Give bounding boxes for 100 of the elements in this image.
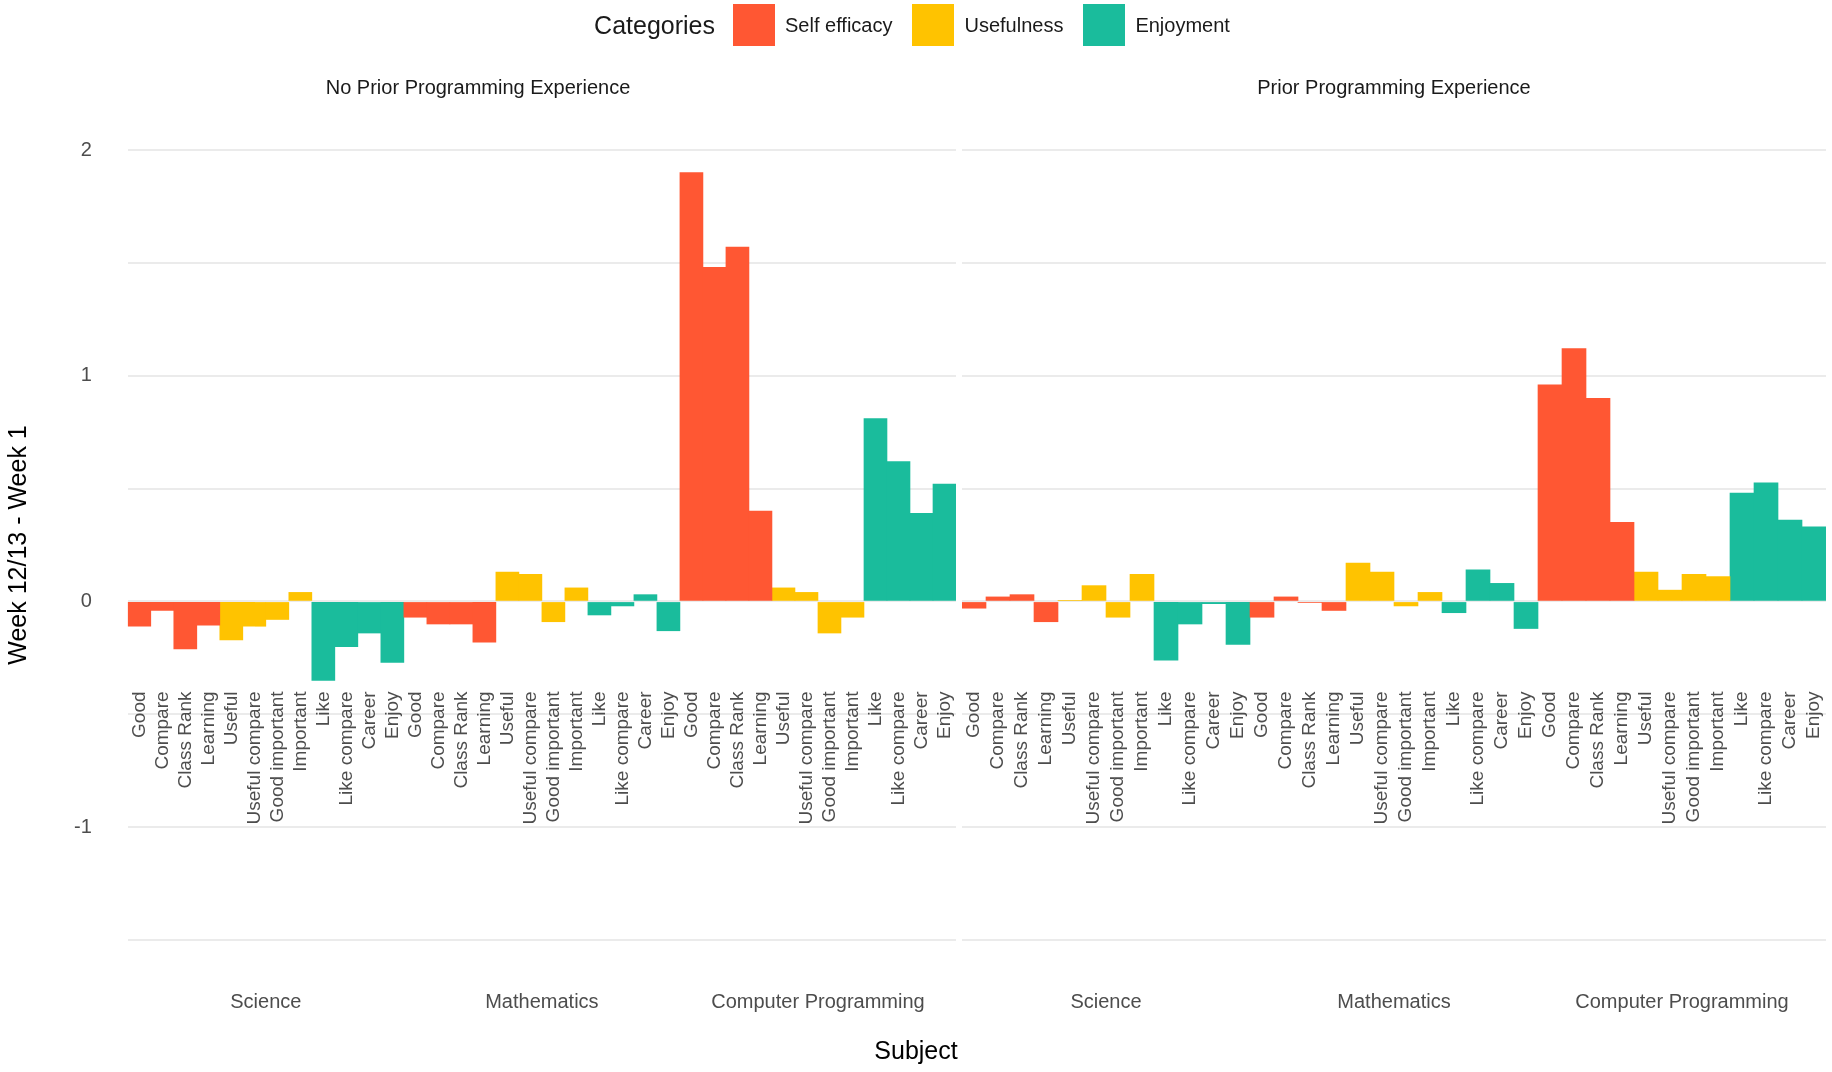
x-tick-label: Learning	[748, 691, 770, 766]
text: Science	[1070, 989, 1142, 1012]
x-tick-label: Learning	[1322, 691, 1344, 766]
x-tick-label: Good	[127, 691, 149, 738]
x-tick-label: Learning	[1034, 691, 1056, 766]
x-tick-label: Class Rank	[1586, 690, 1608, 789]
x-tick-label: Like	[863, 691, 885, 727]
x-tick-label: Important	[1418, 690, 1440, 772]
x-tick-label: Useful	[771, 691, 793, 746]
bar	[1105, 602, 1131, 618]
x-tick-label: Enjoy	[932, 690, 954, 739]
bar	[1129, 574, 1155, 601]
bar	[656, 602, 681, 632]
x-tick-label: Enjoy	[1802, 690, 1824, 739]
x-tick-label: Like	[311, 691, 333, 727]
x-tick-label: Like compare	[1178, 691, 1200, 806]
x-tick-label: Useful	[1058, 691, 1080, 746]
x-tick-label: Learning	[196, 691, 218, 766]
x-tick-label: Important	[1706, 690, 1728, 772]
x-tick-label: Class Rank	[1298, 690, 1320, 789]
text: Mathematics	[1337, 989, 1451, 1012]
bar	[1249, 602, 1275, 618]
x-tick-label: Important	[288, 690, 310, 772]
x-tick-label: Useful	[219, 691, 241, 746]
x-tick-label: Good	[679, 691, 701, 738]
chart-title: Prior Programming Experience	[1257, 75, 1531, 98]
x-tick-label: Compare	[426, 691, 448, 770]
x-tick-label: Career	[1778, 690, 1800, 750]
x-tick-label: Good	[1538, 691, 1560, 738]
bar	[633, 594, 658, 601]
x-tick-label: Compare	[1562, 691, 1584, 770]
x-tick-label: Career	[357, 690, 379, 750]
x-tick-label: Important	[840, 690, 862, 772]
x-tick-label: Enjoy	[656, 690, 678, 739]
legend-label: Enjoyment	[1135, 13, 1230, 37]
legend-label: Usefulness	[964, 13, 1064, 37]
x-tick-label: Useful compare	[242, 691, 264, 825]
bar	[564, 587, 589, 601]
x-tick-label: Important	[564, 690, 586, 772]
y-tick-label: 2	[80, 137, 92, 160]
x-tick-label: Good important	[1106, 690, 1128, 823]
x-tick-label: Class Rank	[449, 690, 471, 789]
x-tick-label: Like	[587, 691, 609, 727]
legend-label: Self efficacy	[785, 13, 893, 37]
x-tick-label: Like compare	[334, 691, 356, 806]
y-tick-label: 1	[80, 363, 92, 386]
y-tick-label: -1	[73, 814, 92, 837]
text: Computer Programming	[711, 989, 925, 1012]
text: Mathematics	[485, 989, 599, 1012]
x-tick-label: Class Rank	[725, 690, 747, 789]
x-tick-label: Good important	[265, 690, 287, 823]
x-tick-label: Learning	[472, 691, 494, 766]
x-tick-label: Like compare	[1466, 691, 1488, 806]
bar	[1513, 602, 1539, 629]
x-tick-label: Enjoy	[380, 690, 402, 739]
bar	[962, 602, 987, 609]
legend-title: Categories	[594, 10, 715, 40]
x-tick-label: Good	[403, 691, 425, 738]
x-tick-label: Useful	[1634, 691, 1656, 746]
x-tick-label: Like compare	[1754, 691, 1776, 806]
x-tick-label: Useful	[495, 691, 517, 746]
chart-title: No Prior Programming Experience	[325, 75, 631, 98]
bar	[1417, 592, 1443, 601]
x-tick-label: Like	[1730, 691, 1752, 727]
bar	[1393, 602, 1419, 607]
bar	[1441, 602, 1467, 614]
x-tick-label: Enjoy	[1514, 690, 1536, 739]
x-tick-label: Useful	[1346, 691, 1368, 746]
x-tick-label: Like compare	[610, 691, 632, 806]
x-tick-label: Useful compare	[794, 691, 816, 825]
y-tick-label: 0	[80, 588, 92, 611]
bar	[541, 602, 566, 623]
x-tick-label: Compare	[986, 691, 1008, 770]
x-tick-label: Useful compare	[518, 691, 540, 825]
bar	[1273, 596, 1299, 601]
x-tick-label: Compare	[702, 691, 724, 770]
x-tick-label: Class Rank	[173, 690, 195, 789]
x-tick-label: Good important	[1394, 690, 1416, 823]
x-tick-label: Important	[1130, 690, 1152, 772]
x-tick-label: Good important	[541, 690, 563, 823]
x-tick-label: Useful compare	[1082, 691, 1104, 825]
x-tick-label: Career	[1490, 690, 1512, 750]
x-tick-label: Career	[1202, 690, 1224, 750]
x-tick-label: Career	[909, 690, 931, 750]
x-tick-label: Compare	[150, 691, 172, 770]
x-tick-label: Like compare	[886, 691, 908, 806]
x-tick-label: Learning	[1610, 691, 1632, 766]
x-tick-label: Good	[1250, 691, 1272, 738]
x-tick-label: Good important	[817, 690, 839, 823]
x-tick-label: Class Rank	[1010, 690, 1032, 789]
x-tick-label: Enjoy	[1226, 690, 1248, 739]
text: Computer Programming	[1575, 989, 1789, 1012]
x-tick-label: Useful compare	[1370, 691, 1392, 825]
text: Science	[230, 989, 302, 1012]
y-axis-title: Week 12/13 - Week 1	[2, 425, 31, 665]
bar	[1033, 602, 1059, 623]
x-axis-title: Subject	[873, 1036, 959, 1065]
x-tick-label: Compare	[1274, 691, 1296, 770]
x-tick-label: Good	[962, 691, 984, 738]
x-tick-label: Useful compare	[1658, 691, 1680, 825]
